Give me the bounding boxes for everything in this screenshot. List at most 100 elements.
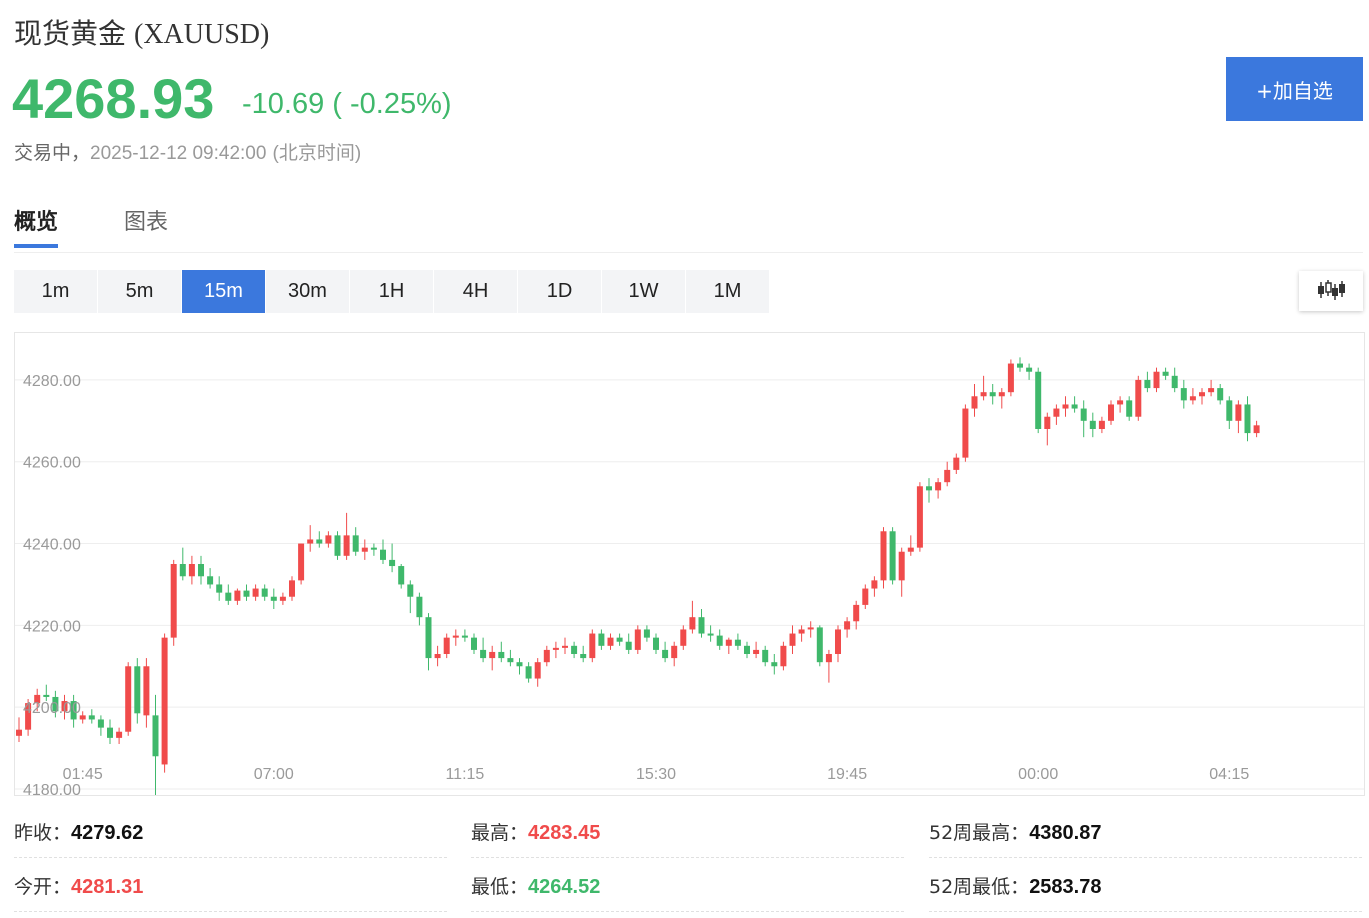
candle-up <box>79 711 86 724</box>
candle-body <box>1053 408 1060 417</box>
candle-body <box>471 637 477 650</box>
tab-chart[interactable]: 图表 <box>124 210 169 235</box>
candle-up <box>489 645 496 671</box>
candle-body <box>1126 400 1133 417</box>
stat-label: 今开： <box>14 876 72 898</box>
y-tick-label: 4240.00 <box>23 537 81 554</box>
stats-row: 昨收：4279.62 最高：4283.45 52周最高：4380.87 <box>14 810 1365 864</box>
candle-body <box>889 531 896 581</box>
candle-body <box>589 633 596 659</box>
candle-down <box>1035 367 1042 434</box>
candle-down <box>507 649 514 667</box>
candle-body <box>97 719 104 728</box>
period-1w-button[interactable]: 1W <box>602 270 685 313</box>
candle-body <box>452 635 459 638</box>
candle-up <box>825 649 832 683</box>
candle-body <box>489 651 496 659</box>
quote-time: 2025-12-12 09:42:00 <box>90 143 267 164</box>
candle-up <box>534 658 541 687</box>
period-15m-button[interactable]: 15m <box>182 270 265 313</box>
period-5m-button[interactable]: 5m <box>98 270 181 313</box>
candle-up <box>1189 388 1196 405</box>
candle-up <box>753 641 760 659</box>
candle-down <box>380 539 386 564</box>
chart-type-toggle-button[interactable] <box>1299 271 1363 311</box>
candle-body <box>1089 420 1096 429</box>
candle-body <box>307 539 314 544</box>
candle-body <box>871 580 878 589</box>
candle-body <box>580 654 587 659</box>
candle-down <box>653 633 659 654</box>
candle-body <box>898 551 905 581</box>
candle-down <box>625 633 632 654</box>
candle-down <box>70 694 77 728</box>
candle-up <box>998 388 1005 409</box>
candle-up <box>1235 400 1242 434</box>
candle-down <box>261 584 268 601</box>
candle-down <box>698 609 705 638</box>
candle-body <box>625 641 632 650</box>
stat-value: 4283.45 <box>528 822 601 844</box>
candlestick-chart: 4280.00 4260.00 4240.00 4220.00 4200.00 4180.… <box>15 357 1364 795</box>
candle-body <box>234 590 241 601</box>
candle-up <box>1108 400 1114 425</box>
candle-body <box>34 694 41 704</box>
candle-body <box>825 654 832 663</box>
candle-body <box>807 627 814 630</box>
candle-down <box>762 645 769 667</box>
candle-down <box>152 694 159 795</box>
candle-body <box>88 715 95 720</box>
candle-body <box>507 658 514 663</box>
candle-up <box>161 633 168 773</box>
period-30m-button[interactable]: 30m <box>266 270 349 313</box>
candle-body <box>425 617 432 659</box>
candle-body <box>1071 404 1078 409</box>
candle-down <box>1171 367 1178 393</box>
candle-down <box>816 625 823 667</box>
candle-down <box>516 658 523 675</box>
candle-up <box>116 727 123 744</box>
candle-down <box>198 555 204 585</box>
candle-body <box>771 662 778 667</box>
period-1mo-button[interactable]: 1M <box>686 270 769 313</box>
candle-body <box>343 535 350 556</box>
add-to-watchlist-button[interactable]: +加自选 <box>1226 57 1363 121</box>
candle-up <box>671 641 678 667</box>
period-selector: 1m 5m 15m 30m 1H 4H 1D 1W 1M <box>14 270 769 314</box>
candle-body <box>998 392 1005 397</box>
candle-body <box>789 633 796 646</box>
period-4h-button[interactable]: 4H <box>434 270 517 313</box>
x-tick-label: 19:45 <box>827 766 867 783</box>
candle-body <box>252 588 259 597</box>
tab-overview[interactable]: 概览 <box>14 204 59 248</box>
candle-body <box>753 649 760 654</box>
price-chart[interactable]: 4280.00 4260.00 4240.00 4220.00 4200.00 4180.… <box>14 332 1365 796</box>
candle-up <box>689 600 696 634</box>
candle-down <box>889 527 896 585</box>
candle-body <box>853 604 860 622</box>
period-1d-button[interactable]: 1D <box>518 270 601 313</box>
trading-status: 交易中，2025-12-12 09:42:00 (北京时间) <box>14 138 361 165</box>
candle-up <box>780 641 787 671</box>
tab-bar: 概览 图表 <box>14 190 1363 253</box>
candle-body <box>1098 420 1105 429</box>
candle-down <box>580 645 587 663</box>
candle-up <box>1153 367 1160 393</box>
candle-body <box>170 564 177 638</box>
stat-item: 今开：4281.31 <box>14 872 447 912</box>
period-1m-button[interactable]: 1m <box>14 270 97 313</box>
candle-body <box>443 637 450 654</box>
candle-body <box>689 617 696 630</box>
candle-up <box>125 662 132 736</box>
candle-down <box>416 592 423 626</box>
stat-item: 最高：4283.45 <box>471 818 904 858</box>
candle-down <box>461 629 468 642</box>
candle-body <box>207 576 214 585</box>
candle-up <box>1044 412 1051 446</box>
candle-up <box>452 629 459 646</box>
candle-up <box>143 658 150 728</box>
candle-body <box>398 566 405 585</box>
candle-body <box>270 596 277 601</box>
candle-body <box>380 549 386 560</box>
period-1h-button[interactable]: 1H <box>350 270 433 313</box>
